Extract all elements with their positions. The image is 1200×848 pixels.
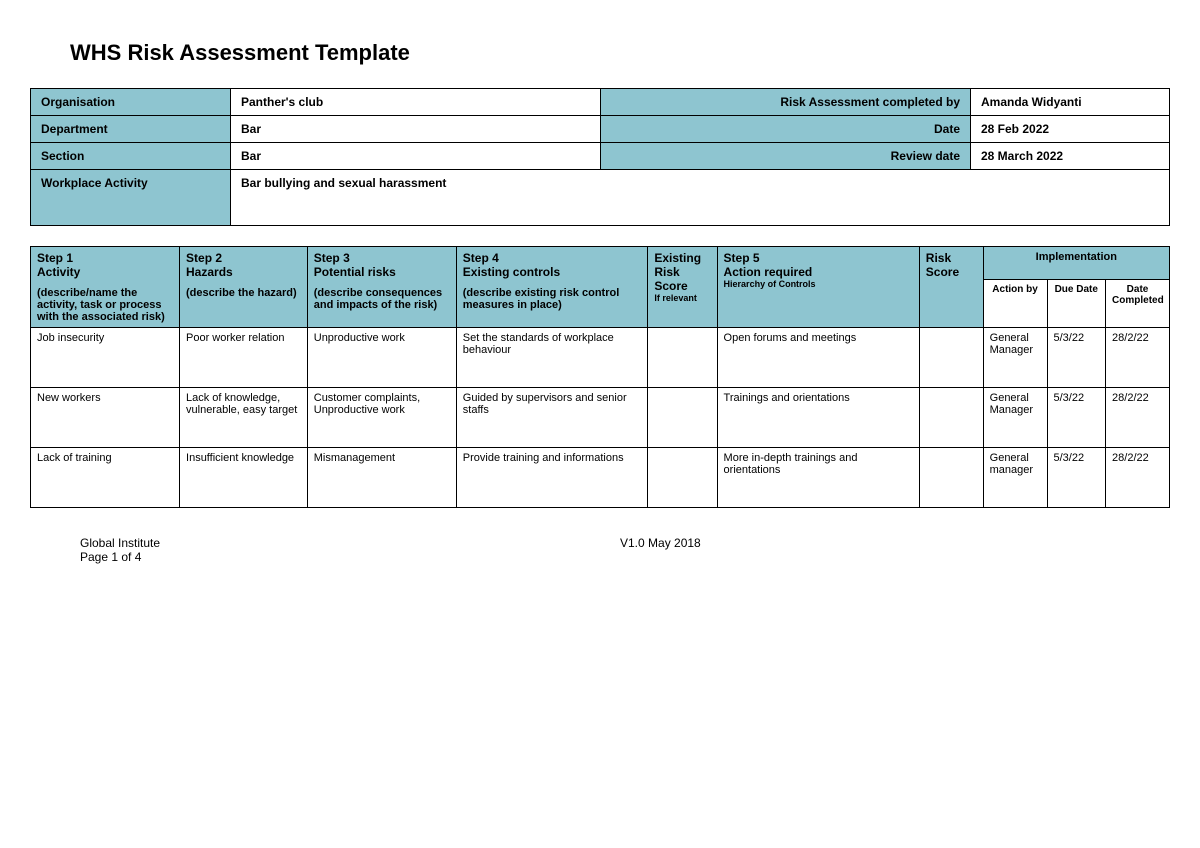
hdr-step2: Step 2 Hazards (describe the hazard): [180, 247, 308, 328]
review-label: Review date: [601, 143, 971, 170]
cell-hazards: Insufficient knowledge: [180, 448, 308, 508]
hdr-risk-score: Risk Score: [919, 247, 983, 328]
footer-page: Page 1 of 4: [80, 550, 620, 564]
cell-risks: Mismanagement: [307, 448, 456, 508]
cell-completed: 28/2/22: [1106, 448, 1170, 508]
dept-label: Department: [31, 116, 231, 143]
cell-existing-score: [648, 328, 717, 388]
info-table: Organisation Panther's club Risk Assessm…: [30, 88, 1170, 226]
hdr-date-completed: Date Completed: [1106, 279, 1170, 327]
table-row: Job insecurity Poor worker relation Unpr…: [31, 328, 1170, 388]
cell-due: 5/3/22: [1047, 328, 1106, 388]
hdr-step4: Step 4 Existing controls (describe exist…: [456, 247, 648, 328]
cell-hazards: Lack of knowledge, vulnerable, easy targ…: [180, 388, 308, 448]
table-row: New workers Lack of knowledge, vulnerabl…: [31, 388, 1170, 448]
section-value: Bar: [231, 143, 601, 170]
hdr-implementation: Implementation: [983, 247, 1169, 280]
cell-action-by: General Manager: [983, 388, 1047, 448]
cell-action-by: General manager: [983, 448, 1047, 508]
cell-activity: New workers: [31, 388, 180, 448]
cell-activity: Job insecurity: [31, 328, 180, 388]
cell-risk-score: [919, 328, 983, 388]
cell-risks: Unproductive work: [307, 328, 456, 388]
hdr-step5: Step 5 Action required Hierarchy of Cont…: [717, 247, 919, 328]
footer-version: V1.0 May 2018: [620, 536, 701, 564]
cell-due: 5/3/22: [1047, 448, 1106, 508]
org-label: Organisation: [31, 89, 231, 116]
cell-action-by: General Manager: [983, 328, 1047, 388]
cell-action: Trainings and orientations: [717, 388, 919, 448]
completed-by-label: Risk Assessment completed by: [601, 89, 971, 116]
cell-action: More in-depth trainings and orientations: [717, 448, 919, 508]
org-value: Panther's club: [231, 89, 601, 116]
cell-controls: Guided by supervisors and senior staffs: [456, 388, 648, 448]
activity-label: Workplace Activity: [31, 170, 231, 226]
hdr-existing-score: Existing Risk Score If relevant: [648, 247, 717, 328]
activity-value: Bar bullying and sexual harassment: [231, 170, 1170, 226]
cell-activity: Lack of training: [31, 448, 180, 508]
hdr-step3: Step 3 Potential risks (describe consequ…: [307, 247, 456, 328]
hdr-step1: Step 1 Activity (describe/name the activ…: [31, 247, 180, 328]
date-label: Date: [601, 116, 971, 143]
risk-table: Step 1 Activity (describe/name the activ…: [30, 246, 1170, 508]
hdr-action-by: Action by: [983, 279, 1047, 327]
cell-due: 5/3/22: [1047, 388, 1106, 448]
date-value: 28 Feb 2022: [971, 116, 1170, 143]
cell-risks: Customer complaints, Unproductive work: [307, 388, 456, 448]
dept-value: Bar: [231, 116, 601, 143]
cell-controls: Set the standards of workplace behaviour: [456, 328, 648, 388]
footer: Global Institute Page 1 of 4 V1.0 May 20…: [80, 536, 1170, 564]
cell-risk-score: [919, 388, 983, 448]
review-value: 28 March 2022: [971, 143, 1170, 170]
table-row: Lack of training Insufficient knowledge …: [31, 448, 1170, 508]
hdr-due-date: Due Date: [1047, 279, 1106, 327]
page-title: WHS Risk Assessment Template: [70, 40, 1170, 66]
completed-by-value: Amanda Widyanti: [971, 89, 1170, 116]
footer-org: Global Institute: [80, 536, 620, 550]
cell-action: Open forums and meetings: [717, 328, 919, 388]
cell-risk-score: [919, 448, 983, 508]
cell-completed: 28/2/22: [1106, 328, 1170, 388]
section-label: Section: [31, 143, 231, 170]
cell-completed: 28/2/22: [1106, 388, 1170, 448]
cell-controls: Provide training and informations: [456, 448, 648, 508]
cell-hazards: Poor worker relation: [180, 328, 308, 388]
cell-existing-score: [648, 388, 717, 448]
cell-existing-score: [648, 448, 717, 508]
